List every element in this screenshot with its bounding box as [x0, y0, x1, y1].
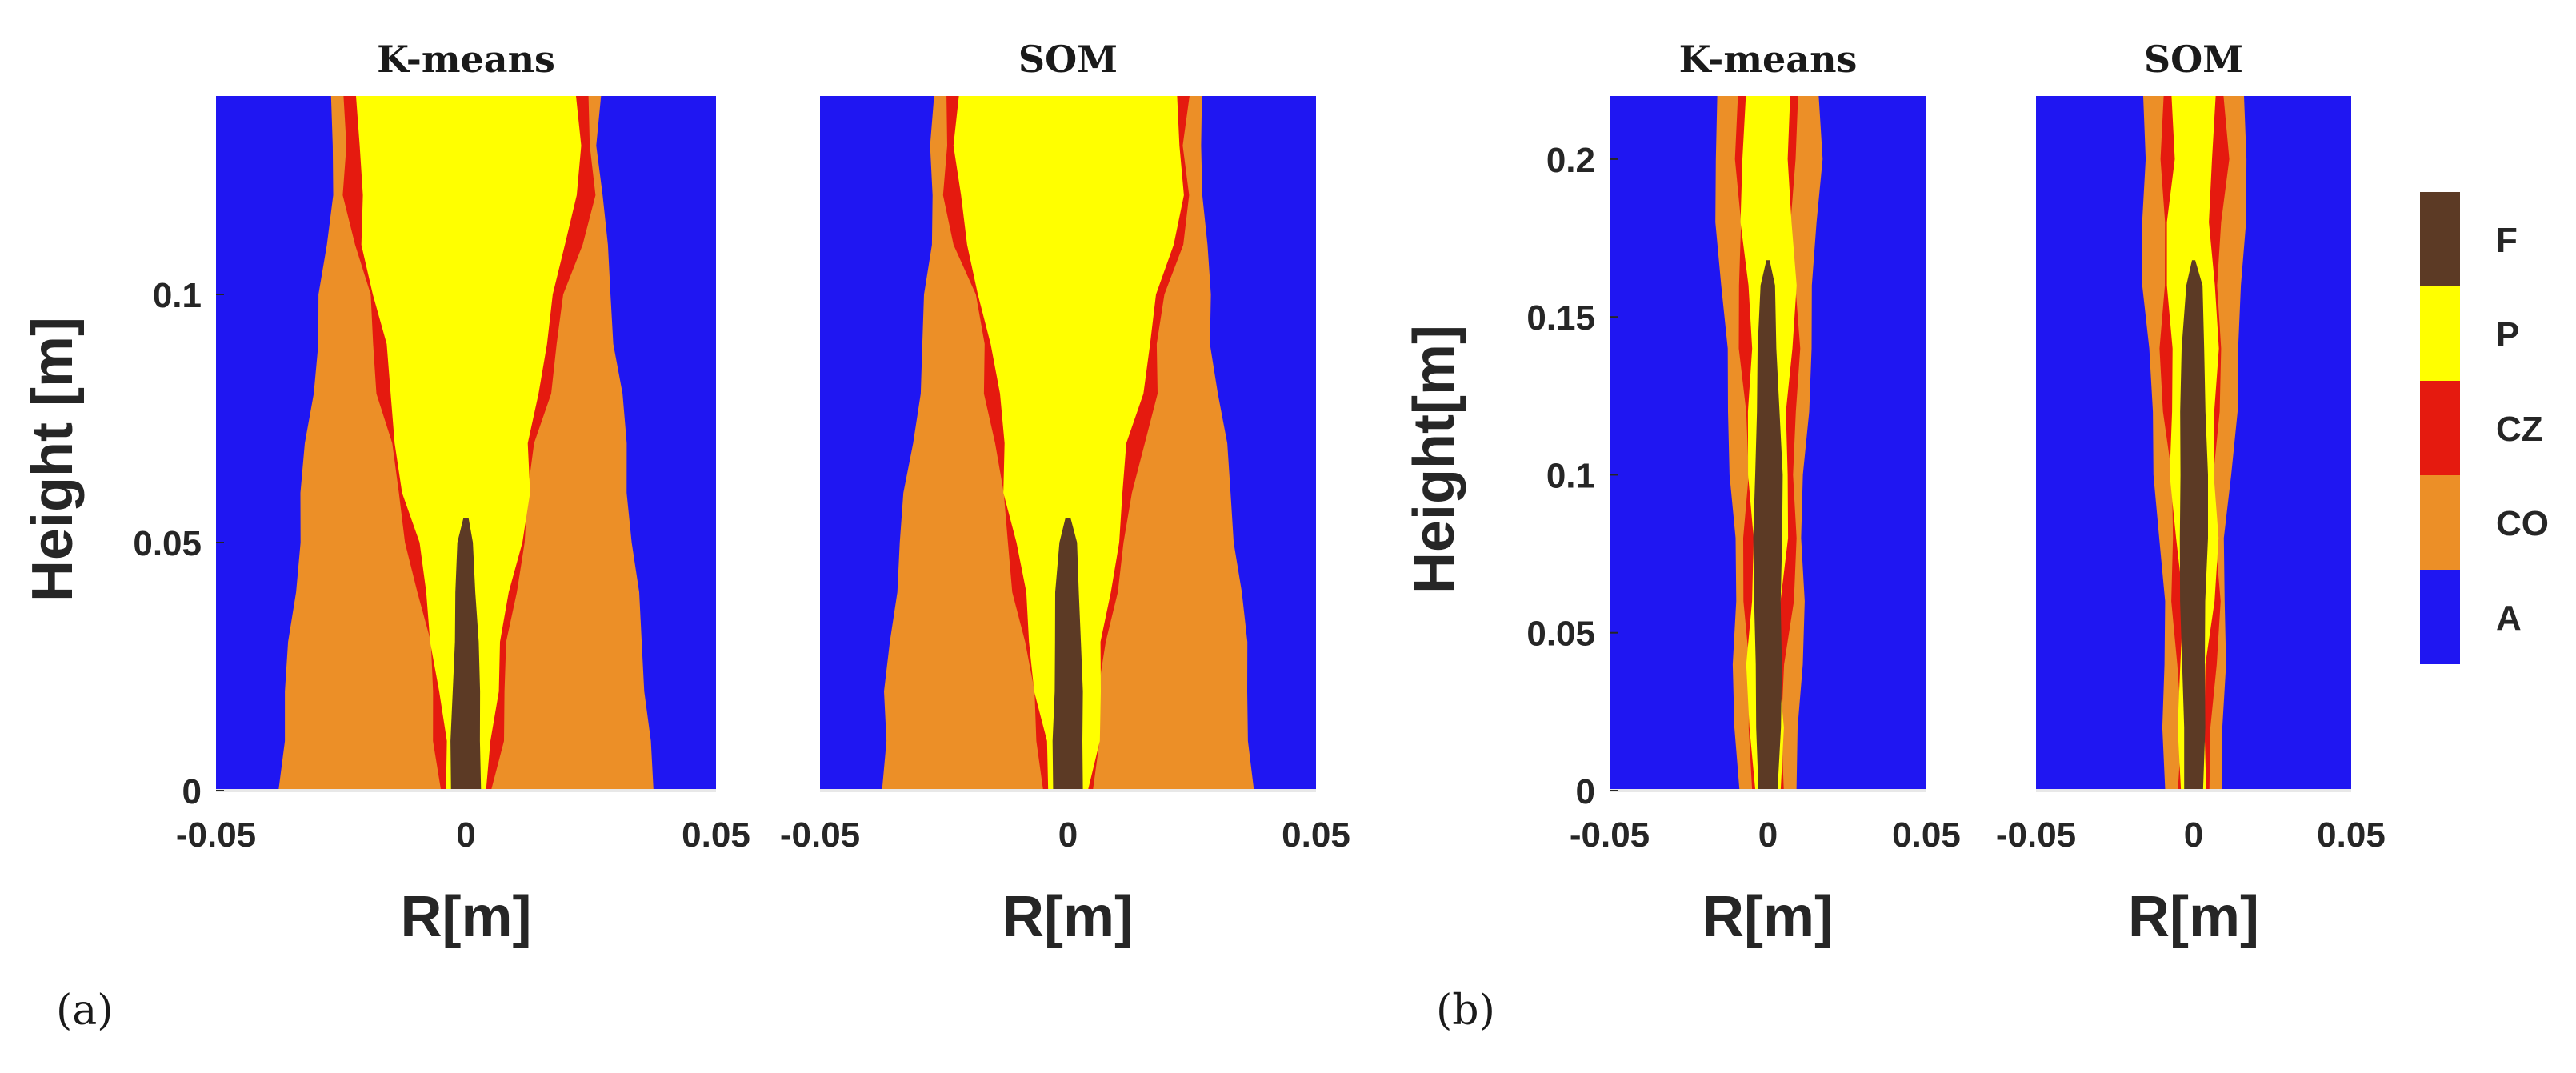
ytick-b-kmeans: 0	[1576, 772, 1595, 811]
xtick-b-som: -0.05	[1996, 815, 2076, 855]
plot-a-som: SOM -0.05 0 0.05 R[m]	[780, 38, 1350, 949]
zone-P-a-kmeans	[356, 96, 582, 791]
plot-b-kmeans: K-means -0.05 0 0.05 R[m] 0 0.05 0.1 0.15 0.2 Heig…	[1402, 38, 1961, 949]
zone-F-a-som	[1052, 518, 1083, 791]
zone-F-a-kmeans	[450, 518, 482, 791]
ytick-b-kmeans: 0.2	[1546, 141, 1595, 180]
xtick-a-kmeans: 0	[456, 815, 475, 855]
legend-swatch-F	[2420, 192, 2460, 286]
legend-swatches	[2420, 192, 2460, 664]
zone-F-b-kmeans	[1753, 260, 1783, 791]
xtick-a-kmeans: -0.05	[176, 815, 256, 855]
plot-a-kmeans: K-means -0.05 0 0.05 R[m] 0 0.05 0.1 Height [m]	[21, 38, 750, 949]
y-axis-label-b-kmeans: Height[m]	[1402, 325, 1466, 594]
ytick-b-kmeans: 0.05	[1526, 615, 1595, 654]
legend-label-CO: CO	[2496, 504, 2549, 543]
xtick-a-som: 0.05	[1282, 815, 1350, 855]
plot-title-a-som: SOM	[1018, 38, 1118, 81]
legend-label-A: A	[2496, 599, 2522, 638]
zone-P-a-som	[953, 96, 1184, 791]
xtick-a-som: -0.05	[780, 815, 860, 855]
xtick-a-kmeans: 0.05	[682, 815, 750, 855]
legend-labels: F P CZ CO A	[2496, 221, 2549, 638]
ytick-b-kmeans: 0.15	[1526, 298, 1595, 338]
xtick-b-som: 0.05	[2317, 815, 2386, 855]
panel-label-a: (a)	[56, 987, 114, 1035]
legend: F P CZ CO A	[2420, 192, 2549, 664]
plot-title-b-som: SOM	[2144, 38, 2243, 81]
x-axis-label-b-som: R[m]	[2128, 885, 2259, 949]
ytick-a-kmeans: 0.1	[153, 276, 202, 315]
x-axis-label-b-kmeans: R[m]	[1702, 885, 1834, 949]
ytick-a-kmeans: 0	[182, 772, 202, 811]
xtick-b-som: 0	[2184, 815, 2203, 855]
plot-title-a-kmeans: K-means	[377, 38, 555, 81]
x-axis-label-a-som: R[m]	[1002, 885, 1134, 949]
legend-swatch-CO	[2420, 475, 2460, 570]
legend-swatch-P	[2420, 286, 2460, 381]
x-axis-label-a-kmeans: R[m]	[401, 885, 532, 949]
legend-label-F: F	[2496, 221, 2518, 260]
legend-label-CZ: CZ	[2496, 410, 2543, 449]
plot-b-som: SOM -0.05 0 0.05 R[m]	[1996, 38, 2386, 949]
panel-label-b: (b)	[1436, 987, 1495, 1035]
y-axis-label-a-kmeans: Height [m]	[21, 317, 85, 602]
zone-F-b-som	[2179, 260, 2208, 791]
plot-title-b-kmeans: K-means	[1679, 38, 1858, 81]
ytick-b-kmeans: 0.1	[1546, 456, 1595, 495]
legend-swatch-CZ	[2420, 381, 2460, 475]
legend-label-P: P	[2496, 315, 2519, 354]
xtick-b-kmeans: 0.05	[1892, 815, 1961, 855]
ytick-a-kmeans: 0.05	[133, 524, 202, 563]
xtick-a-som: 0	[1058, 815, 1078, 855]
xtick-b-kmeans: -0.05	[1570, 815, 1650, 855]
legend-swatch-A	[2420, 570, 2460, 664]
xtick-b-kmeans: 0	[1758, 815, 1778, 855]
